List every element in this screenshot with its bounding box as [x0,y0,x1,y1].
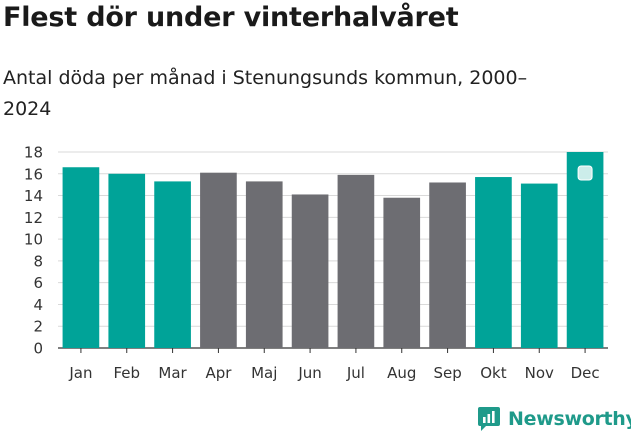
bar-jan[interactable] [62,167,100,348]
x-tick-label: Sep [433,364,461,382]
x-tick-label: Nov [525,364,554,382]
y-tick-label: 12 [24,209,43,227]
y-tick-label: 18 [24,144,43,162]
y-tick-label: 2 [33,318,43,336]
brand-name: Newsworthy [508,408,631,430]
highlight-marker-square[interactable] [577,165,593,181]
y-tick-label: 14 [24,187,43,205]
bar-chart: 0 2 4 6 8 10 12 14 16 18 Jan Feb Mar Apr Maj Jun Jul Aug… [24,144,608,382]
bar-apr[interactable] [200,172,237,348]
bar-jul[interactable] [337,174,375,348]
y-tick-label: 8 [33,252,43,270]
x-axis-ticks: Jan Feb Mar Apr Maj Jun Jul Aug Sep Okt Nov Dec [68,348,600,382]
x-tick-label: Dec [571,364,600,382]
y-tick-label: 10 [24,231,43,249]
bar-dec[interactable] [566,152,604,348]
bar-mar[interactable] [154,181,191,348]
bar-jun[interactable] [291,194,329,348]
x-tick-label: Feb [113,364,140,382]
x-tick-label: Mar [158,364,187,382]
newsworthy-brand[interactable]: Newsworthy [476,406,631,432]
x-tick-label: Aug [387,364,416,382]
bar-feb[interactable] [108,173,146,348]
x-tick-label: Okt [480,364,506,382]
newsworthy-logo-icon [478,407,500,431]
y-tick-label: 6 [33,274,43,292]
x-tick-label: Jul [346,364,365,382]
x-tick-label: Apr [205,364,232,382]
x-tick-label: Jan [68,364,92,382]
bar-aug[interactable] [383,197,421,348]
bar-okt[interactable] [475,177,512,348]
bars [62,152,604,348]
gridlines [58,151,608,349]
chart-title: Flest dör under vinterhalvåret [3,2,459,33]
y-axis-ticks: 0 2 4 6 8 10 12 14 16 18 [24,144,43,358]
x-tick-label: Maj [251,364,277,382]
y-tick-label: 4 [33,296,43,314]
highlight-marker[interactable] [577,165,593,181]
y-tick-label: 16 [24,165,43,183]
bar-maj[interactable] [245,181,283,348]
y-tick-label: 0 [33,340,43,358]
bar-sep[interactable] [429,182,466,348]
x-tick-label: Jun [297,364,321,382]
chart-subtitle: Antal döda per månad i Stenungsunds komm… [3,67,528,120]
bar-nov[interactable] [520,183,558,348]
